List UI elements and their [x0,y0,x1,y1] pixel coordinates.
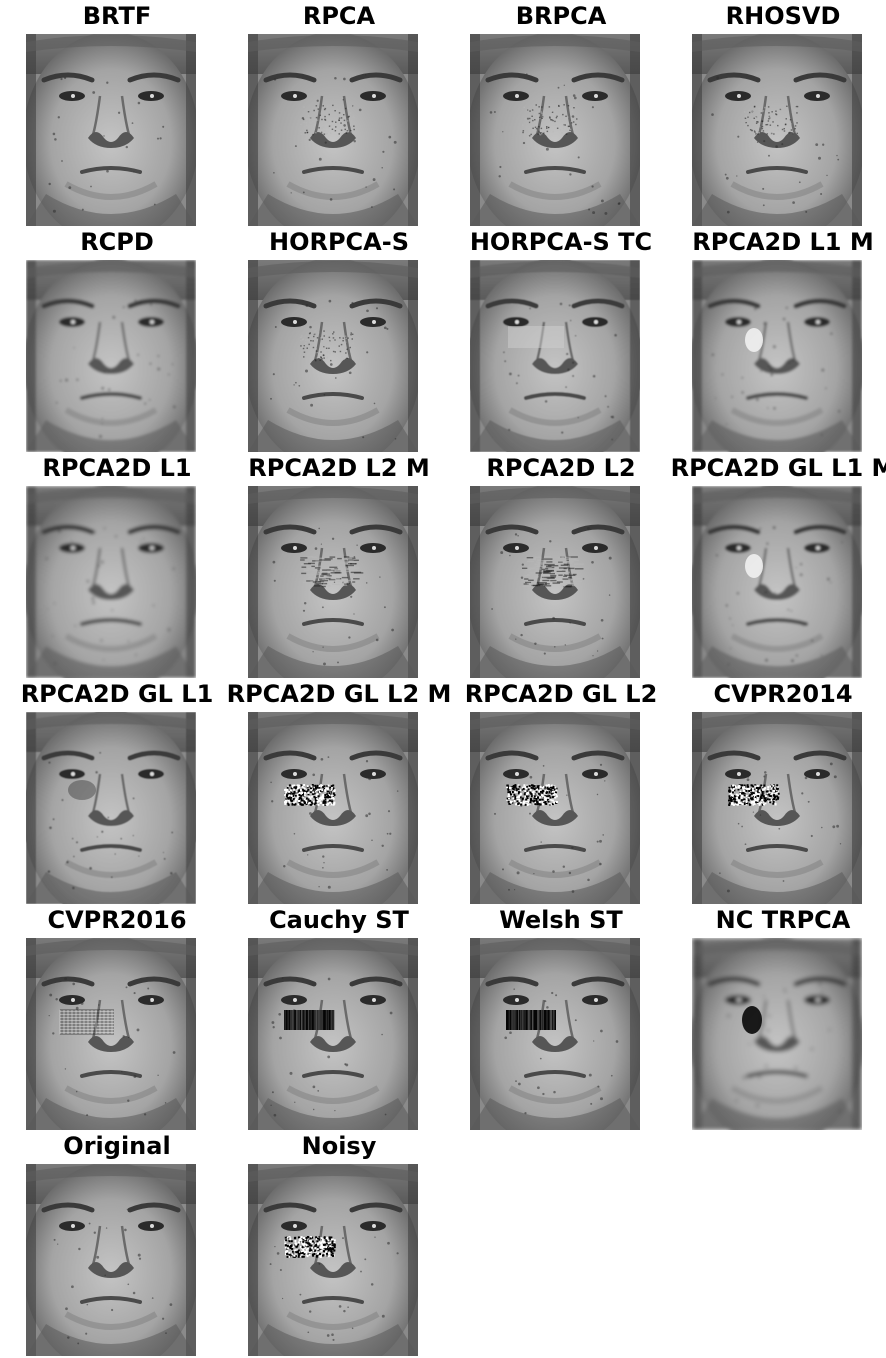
panel-rpca2d-gl-l1-m: RPCA2D GL L1 M [666,452,886,678]
panel-title: CVPR2016 [47,906,187,934]
face-image [248,1164,418,1356]
panel-cvpr2014: CVPR2014 [666,678,886,904]
face-image [470,712,640,904]
panel-rpca2d-l2-m: RPCA2D L2 M [222,452,444,678]
panel-rpca2d-l2: RPCA2D L2 [444,452,666,678]
panel-rhosvd: RHOSVD [666,0,886,226]
face-image-graphic [248,486,418,678]
panel-title: Original [63,1132,171,1160]
face-image-graphic [26,34,196,226]
face-image-graphic [470,712,640,904]
face-image-graphic [26,486,196,678]
face-image [470,486,640,678]
panel-title: BRPCA [515,2,607,30]
panel-title: CVPR2014 [713,680,853,708]
face-image [26,712,196,904]
panel-nc-trpca: NC TRPCA [666,904,886,1130]
face-image-graphic [470,486,640,678]
panel-title: RPCA2D L1 [42,454,192,482]
panel-rpca2d-gl-l2-m: RPCA2D GL L2 M [222,678,451,904]
panel-welsh-st: Welsh ST [444,904,666,1130]
panel-horpca-s-tc: HORPCA-S TC [444,226,666,452]
face-image [692,260,862,452]
face-image-graphic [248,34,418,226]
panel-title: RPCA2D L2 M [248,454,430,482]
face-image-graphic [26,260,196,452]
panel-title: RPCA2D GL L2 M [226,680,452,708]
face-image-graphic [248,260,418,452]
face-image-graphic [26,938,196,1130]
panel-title: RCPD [80,228,154,256]
face-image [248,260,418,452]
face-image-graphic [248,938,418,1130]
face-image [248,712,418,904]
panel-original: Original [0,1130,222,1356]
panel-title: Welsh ST [499,906,623,934]
panel-rpca2d-gl-l1: RPCA2D GL L1 [0,678,222,904]
face-image [692,486,862,678]
panel-cauchy-st: Cauchy ST [222,904,444,1130]
panel-title: RPCA2D GL L2 [464,680,658,708]
face-image-graphic [248,712,418,904]
panel-title: NC TRPCA [715,906,851,934]
face-image [692,34,862,226]
panel-title: HORPCA-S [269,228,409,256]
face-image-graphic [470,260,640,452]
face-image [470,938,640,1130]
panel-rpca: RPCA [222,0,444,226]
panel-cvpr2016: CVPR2016 [0,904,222,1130]
face-image-graphic [692,260,862,452]
face-image-graphic [692,938,862,1130]
face-image [470,34,640,226]
panel-brtf: BRTF [0,0,222,226]
face-image-graphic [470,34,640,226]
face-image-graphic [26,712,196,904]
panel-horpca-s: HORPCA-S [222,226,444,452]
panel-title: RHOSVD [725,2,841,30]
face-image [470,260,640,452]
face-image [26,260,196,452]
face-image-graphic [692,486,862,678]
face-image [26,486,196,678]
panel-title: Cauchy ST [269,906,409,934]
face-image-graphic [248,1164,418,1356]
face-image [248,486,418,678]
panel-rpca2d-l1: RPCA2D L1 [0,452,222,678]
panel-rpca2d-gl-l2: RPCA2D GL L2 [444,678,666,904]
face-image-graphic [692,712,862,904]
face-image [26,1164,196,1356]
panel-title: Noisy [301,1132,377,1160]
panel-rpca2d-l1-m: RPCA2D L1 M [666,226,886,452]
face-image [692,938,862,1130]
face-image [26,34,196,226]
panel-rcpd: RCPD [0,226,222,452]
face-image-graphic [470,938,640,1130]
face-image [248,938,418,1130]
panel-noisy: Noisy [222,1130,444,1356]
panel-title: RPCA2D GL L1 M [670,454,886,482]
panel-brpca: BRPCA [444,0,666,226]
panel-title: HORPCA-S TC [469,228,653,256]
face-image-graphic [26,1164,196,1356]
face-image [692,712,862,904]
panel-title: RPCA2D L1 M [692,228,874,256]
panel-title: BRTF [82,2,152,30]
face-image-graphic [692,34,862,226]
face-image [26,938,196,1130]
panel-title: RPCA2D L2 [486,454,636,482]
panel-title: RPCA [302,2,376,30]
panel-title: RPCA2D GL L1 [20,680,214,708]
face-image [248,34,418,226]
